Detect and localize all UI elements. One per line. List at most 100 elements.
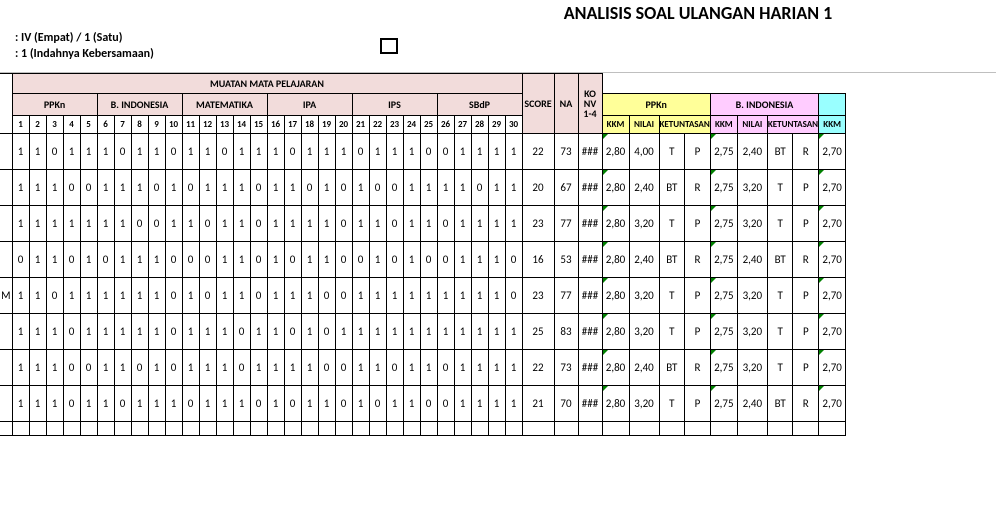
- cell-bind-nilai[interactable]: 3,20: [737, 278, 767, 314]
- cell-q[interactable]: 1: [12, 278, 29, 314]
- cell-ppkn-nilai[interactable]: 2,40: [629, 170, 659, 206]
- cell-ppkn-k1[interactable]: T: [659, 278, 685, 314]
- cell-q[interactable]: 1: [97, 278, 114, 314]
- cell-q[interactable]: 0: [131, 350, 148, 386]
- cell-bind-k2[interactable]: R: [793, 242, 819, 278]
- cell-q[interactable]: 1: [29, 386, 46, 422]
- cell-ppkn-k1[interactable]: T: [659, 134, 685, 170]
- cell-ppkn-k2[interactable]: R: [685, 242, 711, 278]
- cell-q[interactable]: 0: [131, 206, 148, 242]
- cell-q[interactable]: 1: [148, 134, 165, 170]
- cell-na[interactable]: 83: [554, 314, 578, 350]
- cell-q[interactable]: 0: [386, 206, 403, 242]
- cell-q[interactable]: 1: [199, 314, 216, 350]
- cell-q[interactable]: 0: [250, 278, 267, 314]
- cell-bind-nilai[interactable]: 3,20: [737, 350, 767, 386]
- cell-q[interactable]: 1: [454, 386, 471, 422]
- cell-ppkn-kkm[interactable]: 2,80: [602, 278, 629, 314]
- cell-q[interactable]: 0: [437, 350, 454, 386]
- cell-q[interactable]: 0: [12, 242, 29, 278]
- cell-q[interactable]: 0: [335, 170, 352, 206]
- cell-q[interactable]: 1: [420, 350, 437, 386]
- cell-ppkn-nilai[interactable]: 3,20: [629, 386, 659, 422]
- cell-score[interactable]: 16: [522, 242, 554, 278]
- cell-bind-k2[interactable]: P: [793, 350, 819, 386]
- cell-q[interactable]: 1: [352, 386, 369, 422]
- cell-next-kkm[interactable]: 2,70: [819, 278, 846, 314]
- cell-q[interactable]: 1: [182, 134, 199, 170]
- cell-q[interactable]: 1: [352, 314, 369, 350]
- cell-konv[interactable]: ###: [578, 242, 602, 278]
- cell-q[interactable]: 1: [454, 350, 471, 386]
- cell-q[interactable]: 1: [301, 350, 318, 386]
- data-row-empty[interactable]: [0, 422, 846, 436]
- cell-q[interactable]: 1: [403, 242, 420, 278]
- data-row[interactable]: 1110011010111011110011011011112273###2,8…: [0, 350, 846, 386]
- cell-q[interactable]: 1: [80, 314, 97, 350]
- cell-ppkn-nilai[interactable]: 2,40: [629, 350, 659, 386]
- cell-q[interactable]: 0: [63, 386, 80, 422]
- cell-q[interactable]: 1: [318, 242, 335, 278]
- cell-q[interactable]: 1: [182, 350, 199, 386]
- cell-q[interactable]: 1: [403, 314, 420, 350]
- cell-q[interactable]: 1: [63, 134, 80, 170]
- cell-q[interactable]: 1: [182, 314, 199, 350]
- cell-q[interactable]: 1: [114, 242, 131, 278]
- data-row[interactable]: 1101110110110111011101110011112273###2,8…: [0, 134, 846, 170]
- cell-q[interactable]: 1: [301, 386, 318, 422]
- cell-q[interactable]: 1: [454, 242, 471, 278]
- cell-q[interactable]: 1: [386, 278, 403, 314]
- cell-q[interactable]: 1: [63, 278, 80, 314]
- cell-q[interactable]: 1: [403, 206, 420, 242]
- cell-q[interactable]: 1: [80, 242, 97, 278]
- cell-q[interactable]: 1: [284, 350, 301, 386]
- cell-q[interactable]: 1: [233, 386, 250, 422]
- cell-q[interactable]: 1: [471, 206, 488, 242]
- cell-q[interactable]: 1: [114, 206, 131, 242]
- cell-q[interactable]: 1: [80, 134, 97, 170]
- cell-bind-k1[interactable]: T: [767, 350, 793, 386]
- cell-na[interactable]: 77: [554, 278, 578, 314]
- cell-bind-kkm[interactable]: 2,75: [710, 350, 737, 386]
- cell-q[interactable]: 1: [233, 206, 250, 242]
- cell-q[interactable]: 1: [454, 134, 471, 170]
- cell-score[interactable]: 22: [522, 350, 554, 386]
- cell-q[interactable]: 1: [318, 206, 335, 242]
- cell-q[interactable]: 1: [114, 314, 131, 350]
- cell-ppkn-kkm[interactable]: 2,80: [602, 386, 629, 422]
- cell-na[interactable]: 73: [554, 134, 578, 170]
- cell-ppkn-nilai[interactable]: 2,40: [629, 242, 659, 278]
- cell-q[interactable]: 0: [165, 242, 182, 278]
- cell-q[interactable]: 1: [29, 314, 46, 350]
- cell-q[interactable]: 1: [403, 278, 420, 314]
- cell-konv[interactable]: ###: [578, 170, 602, 206]
- cell-q[interactable]: 1: [505, 350, 522, 386]
- cell-q[interactable]: 0: [335, 386, 352, 422]
- cell-na[interactable]: 53: [554, 242, 578, 278]
- cell-q[interactable]: 0: [182, 242, 199, 278]
- cell-bind-nilai[interactable]: 2,40: [737, 134, 767, 170]
- cell-q[interactable]: 1: [250, 350, 267, 386]
- cell-q[interactable]: 1: [301, 278, 318, 314]
- cell-q[interactable]: 1: [250, 134, 267, 170]
- cell-q[interactable]: 1: [284, 206, 301, 242]
- cell-bind-k2[interactable]: P: [793, 278, 819, 314]
- cell-q[interactable]: 1: [420, 206, 437, 242]
- cell-q[interactable]: 1: [471, 386, 488, 422]
- cell-q[interactable]: 1: [386, 134, 403, 170]
- cell-q[interactable]: 0: [335, 242, 352, 278]
- cell-bind-kkm[interactable]: 2,75: [710, 314, 737, 350]
- cell-q[interactable]: 1: [420, 278, 437, 314]
- cell-q[interactable]: 0: [199, 206, 216, 242]
- cell-bind-k1[interactable]: T: [767, 314, 793, 350]
- cell-q[interactable]: 1: [301, 134, 318, 170]
- cell-q[interactable]: 1: [29, 350, 46, 386]
- cell-q[interactable]: 0: [250, 206, 267, 242]
- cell-q[interactable]: 0: [420, 134, 437, 170]
- cell-q[interactable]: 0: [386, 350, 403, 386]
- cell-q[interactable]: 0: [284, 314, 301, 350]
- cell-q[interactable]: 1: [12, 314, 29, 350]
- cell-q[interactable]: 1: [80, 386, 97, 422]
- cell-q[interactable]: 1: [199, 134, 216, 170]
- cell-q[interactable]: 1: [29, 242, 46, 278]
